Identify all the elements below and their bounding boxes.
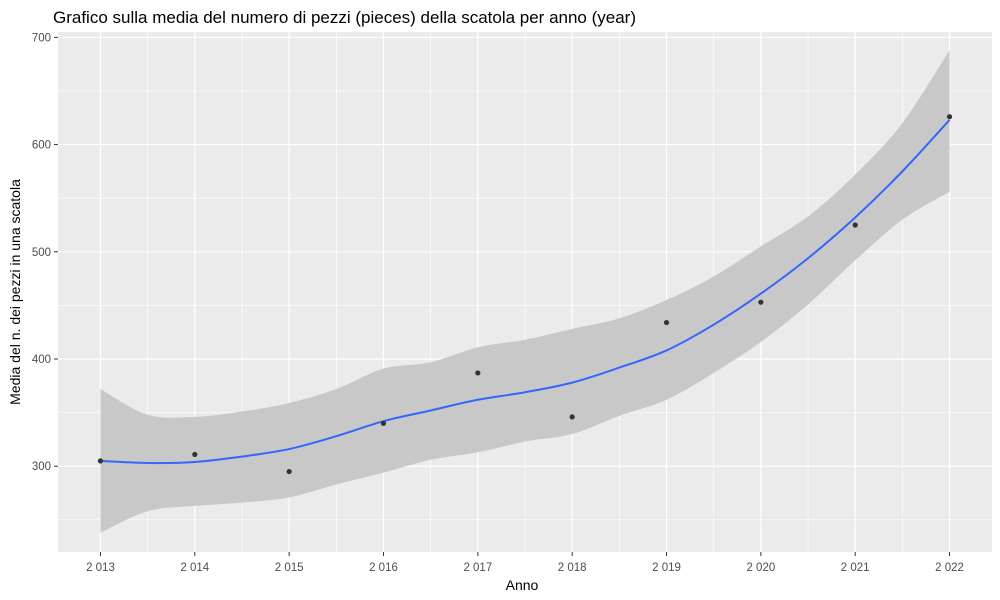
x-tick-label: 2 019 [652, 562, 681, 574]
x-tick-label: 2 017 [463, 562, 492, 574]
y-tick-label: 600 [32, 140, 51, 152]
points-layer [97, 114, 953, 475]
data-point [97, 458, 104, 464]
x-tick-label: 2 018 [558, 562, 587, 574]
x-tick-label: 2 016 [369, 562, 398, 574]
x-axis: 2 013 2 014 2 015 2 016 2 017 2 018 2 019 2 020… [86, 552, 964, 574]
data-point [852, 222, 858, 228]
confidence-band [100, 50, 950, 533]
x-tick-label: 2 022 [935, 562, 964, 574]
data-point [286, 468, 292, 475]
data-point [946, 114, 953, 120]
chart-title: Grafico sulla media del numero di pezzi … [53, 8, 636, 27]
data-point [475, 370, 481, 376]
y-tick-label: 500 [32, 247, 51, 259]
x-tick-label: 2 013 [86, 562, 115, 574]
y-tick-label: 400 [32, 354, 51, 366]
y-tick-label: 700 [32, 32, 51, 44]
data-point [380, 420, 387, 426]
x-tick-label: 2 014 [180, 562, 209, 574]
x-tick-label: 2 021 [841, 562, 870, 574]
data-point [569, 414, 575, 420]
smooth-line-layer [100, 119, 951, 465]
data-point [192, 451, 198, 458]
data-point [663, 319, 670, 326]
x-tick-label: 2 020 [746, 562, 775, 574]
y-axis-title: Media del n. dei pezzi in una scatola [7, 179, 23, 405]
y-axis: 300 400 500 600 700 [32, 32, 58, 473]
data-point [758, 299, 764, 305]
smooth-line [100, 119, 951, 465]
x-axis-title: Anno [506, 577, 539, 593]
x-tick-label: 2 015 [275, 562, 304, 574]
y-tick-label: 300 [32, 461, 51, 473]
confidence-band-layer [100, 50, 950, 533]
